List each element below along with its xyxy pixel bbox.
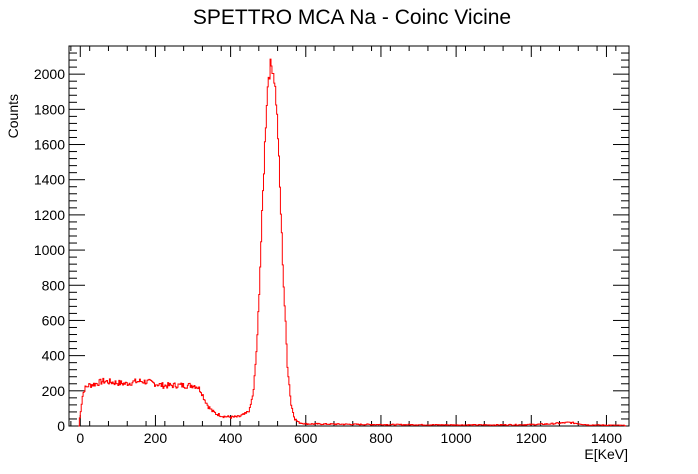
plot-frame [68, 45, 630, 427]
chart-title: SPETTRO MCA Na - Coinc Vicine [193, 6, 511, 29]
x-tick-label: 1400 [591, 430, 622, 446]
x-tick-label: 200 [144, 430, 168, 446]
y-tick-label: 1800 [34, 101, 65, 117]
x-tick-label: 1200 [516, 430, 547, 446]
y-tick-label: 200 [42, 383, 66, 399]
y-tick-label: 800 [42, 277, 66, 293]
x-tick-label: 1000 [441, 430, 472, 446]
y-tick-label: 600 [42, 312, 66, 328]
x-tick-label: 800 [369, 430, 393, 446]
axis-tick-labels: 0 200 400 600 800 1000 1200 1400 0 200 400 600 800 10… [34, 66, 622, 446]
y-tick-label: 400 [42, 348, 66, 364]
y-tick-label: 1200 [34, 207, 65, 223]
y-tick-label: 0 [57, 418, 65, 434]
y-axis-title: Counts [5, 94, 21, 138]
x-tick-label: 400 [219, 430, 243, 446]
y-tick-label: 1400 [34, 172, 65, 188]
spectrum-series-line [78, 58, 627, 427]
x-axis-title: E[KeV] [584, 446, 628, 462]
axis-ticks [69, 46, 629, 427]
x-tick-label: 0 [76, 430, 84, 446]
y-tick-label: 1000 [34, 242, 65, 258]
y-tick-label: 1600 [34, 137, 65, 153]
x-tick-label: 600 [294, 430, 318, 446]
y-tick-label: 2000 [34, 66, 65, 82]
